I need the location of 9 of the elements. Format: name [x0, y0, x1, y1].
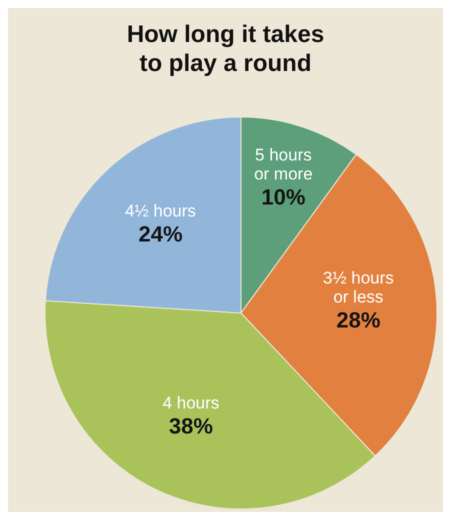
- data-label: 10%: [261, 184, 306, 210]
- data-label: 38%: [168, 413, 213, 438]
- slice-label: 4 hours: [162, 393, 220, 412]
- data-label: 24%: [138, 221, 183, 246]
- slice-label: 5 hours or more: [254, 146, 313, 184]
- data-label: 28%: [336, 308, 380, 333]
- slice-label: 3½ hours or less: [322, 268, 394, 307]
- slice-label: 4½ hours: [125, 201, 196, 220]
- chart-title: How long it takes to play a round: [126, 20, 326, 78]
